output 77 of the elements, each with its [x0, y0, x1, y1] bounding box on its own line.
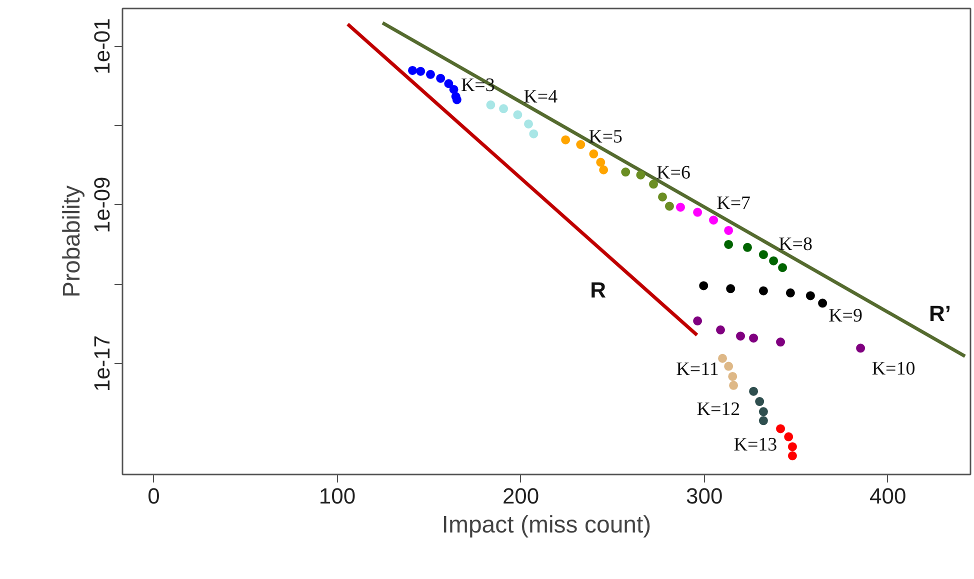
series-label: K=8 — [778, 234, 813, 256]
point — [576, 140, 586, 150]
point — [524, 119, 534, 128]
series-label: R — [590, 278, 606, 303]
point — [726, 284, 736, 294]
point — [788, 451, 797, 460]
point — [636, 170, 646, 180]
point — [749, 386, 758, 396]
point — [529, 129, 538, 138]
point — [436, 74, 446, 83]
point — [769, 256, 778, 266]
x-tick-label: 100 — [318, 484, 356, 508]
point — [596, 158, 606, 167]
series-label: K=5 — [588, 126, 623, 148]
series-label: K=4 — [524, 86, 558, 108]
series-label: K=12 — [696, 399, 740, 420]
point — [718, 354, 728, 363]
point — [724, 240, 734, 249]
point — [513, 110, 522, 120]
point — [486, 100, 496, 110]
point — [449, 84, 458, 94]
point — [856, 344, 866, 353]
point — [444, 79, 454, 88]
series-label: R’ — [928, 300, 951, 326]
point — [776, 338, 786, 347]
point — [758, 407, 768, 416]
x-tick-label: 300 — [686, 484, 723, 508]
point — [806, 291, 815, 300]
point — [716, 325, 726, 334]
series-label: K=11 — [676, 358, 719, 380]
x-tick-label: 400 — [870, 484, 906, 508]
point — [728, 372, 738, 381]
point — [776, 424, 786, 434]
y-tick-label: 1e-09 — [90, 176, 114, 233]
point — [784, 432, 794, 442]
point — [499, 104, 508, 114]
point — [561, 135, 570, 144]
y-tick-label: 1e-01 — [90, 18, 114, 74]
point — [649, 180, 658, 189]
y-tick-label: 1e-17 — [90, 335, 114, 392]
point — [693, 316, 702, 326]
point — [736, 332, 746, 341]
point — [658, 192, 668, 202]
point — [788, 442, 797, 452]
point — [599, 165, 608, 174]
point — [426, 70, 435, 79]
point — [724, 226, 734, 235]
series-label: K=6 — [656, 162, 690, 184]
point — [758, 286, 768, 296]
point — [758, 250, 768, 260]
point — [758, 416, 768, 426]
point — [408, 66, 418, 75]
x-axis-title: Impact (miss count) — [442, 512, 652, 538]
y-axis-title: Probability — [58, 185, 86, 298]
point — [709, 216, 718, 225]
point — [699, 281, 708, 290]
point — [416, 66, 426, 76]
x-tick-label: 200 — [502, 484, 540, 508]
series-label: K=13 — [734, 434, 778, 456]
point — [818, 298, 828, 308]
series-label: K=7 — [716, 192, 751, 214]
point — [589, 149, 598, 158]
point — [676, 202, 685, 212]
point — [749, 334, 758, 343]
x-tick-label: 0 — [148, 484, 160, 508]
point — [742, 242, 752, 252]
point — [664, 202, 674, 211]
point — [755, 397, 764, 406]
point — [724, 362, 734, 371]
series-label: K=9 — [828, 306, 863, 327]
point — [778, 263, 788, 272]
point — [693, 208, 702, 217]
point — [786, 288, 795, 298]
point — [729, 380, 738, 390]
point — [621, 168, 630, 177]
series-label: K=10 — [872, 358, 916, 380]
series-label: K=3 — [460, 75, 495, 96]
